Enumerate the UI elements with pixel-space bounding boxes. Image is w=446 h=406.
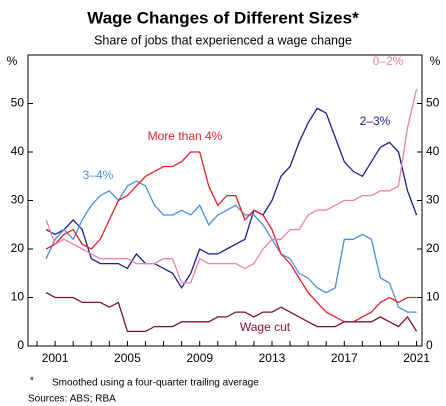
y-tick-label: 50 — [11, 96, 25, 110]
footnote-marker: * — [30, 376, 34, 387]
y2-axis-label: % — [430, 54, 441, 68]
y-tick-label: 0 — [17, 338, 24, 352]
series-label: 2–3% — [360, 114, 391, 128]
y2-tick-label: 30 — [426, 193, 440, 207]
x-tick-label: 2017 — [331, 351, 358, 365]
x-tick-label: 2021 — [403, 351, 430, 365]
y-tick-label: 40 — [11, 144, 25, 158]
y2-tick-label: 50 — [426, 96, 440, 110]
y-tick-label: 10 — [11, 290, 25, 304]
series-line — [45, 292, 418, 333]
y-axis-label: % — [7, 54, 18, 68]
series-line — [45, 107, 418, 290]
y-tick-label: 20 — [11, 241, 25, 255]
chart-title: Wage Changes of Different Sizes* — [87, 8, 359, 27]
series-line — [45, 180, 417, 313]
series-line — [45, 88, 418, 284]
series-line — [45, 151, 417, 323]
series-label: 0–2% — [373, 54, 404, 68]
y2-tick-label: 0 — [426, 338, 433, 352]
y-tick-label: 30 — [11, 193, 25, 207]
chart-subtitle: Share of jobs that experienced a wage ch… — [94, 33, 352, 47]
series-label: Wage cut — [240, 320, 291, 334]
x-tick-label: 2005 — [114, 351, 141, 365]
series-label: More than 4% — [148, 129, 223, 143]
x-tick-label: 2013 — [259, 351, 286, 365]
y2-tick-label: 40 — [426, 144, 440, 158]
x-tick-label: 2009 — [186, 351, 213, 365]
y2-tick-label: 10 — [426, 290, 440, 304]
footnote: Smoothed using a four-quarter trailing a… — [52, 378, 259, 389]
sources: Sources: ABS; RBA — [28, 394, 116, 405]
series-label: 3–4% — [83, 168, 114, 182]
y2-tick-label: 20 — [426, 241, 440, 255]
x-tick-label: 2001 — [42, 351, 69, 365]
